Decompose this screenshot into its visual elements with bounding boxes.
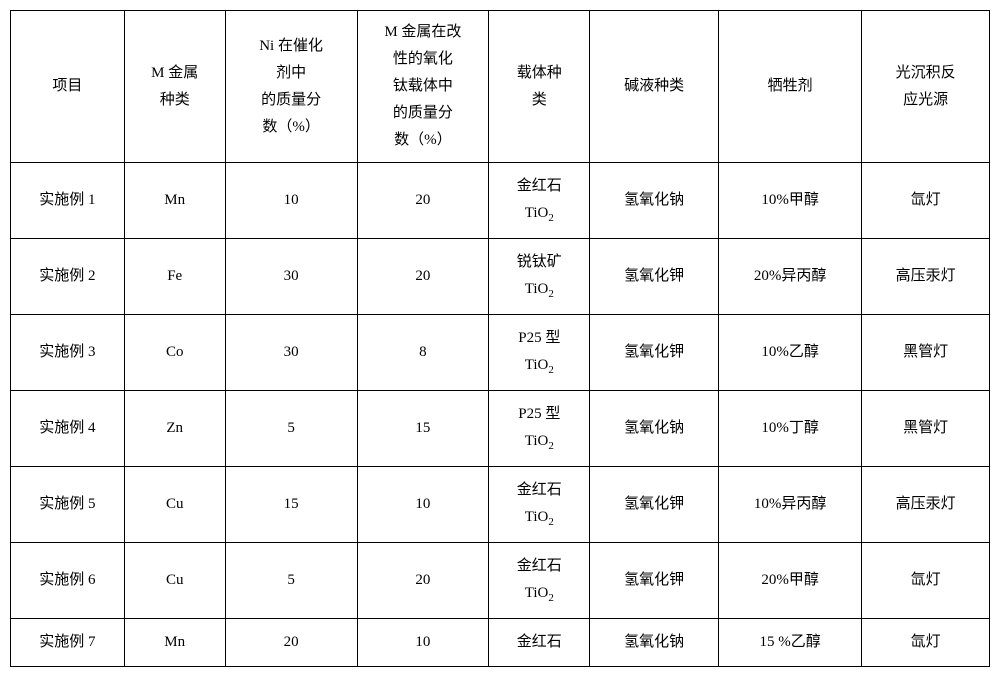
cell-m-pct: 8 [357, 315, 489, 391]
header-row: 项目 M 金属种类 Ni 在催化剂中的质量分数（%） M 金属在改性的氧化钛载体… [11, 11, 990, 163]
col-header-m-pct: M 金属在改性的氧化钛载体中的质量分数（%） [357, 11, 489, 163]
cell-light: 高压汞灯 [862, 467, 990, 543]
cell-ni-pct: 10 [225, 163, 357, 239]
cell-ni-pct: 30 [225, 239, 357, 315]
cell-sacrifice: 10%丁醇 [718, 391, 862, 467]
table-row: 实施例 2Fe3020锐钛矿TiO2氢氧化钾20%异丙醇高压汞灯 [11, 239, 990, 315]
cell-light: 氙灯 [862, 163, 990, 239]
table-header: 项目 M 金属种类 Ni 在催化剂中的质量分数（%） M 金属在改性的氧化钛载体… [11, 11, 990, 163]
cell-ni-pct: 5 [225, 543, 357, 619]
cell-light: 黑管灯 [862, 315, 990, 391]
cell-metal: Fe [124, 239, 225, 315]
col-header-carrier: 载体种类 [489, 11, 590, 163]
col-header-alkali: 碱液种类 [590, 11, 719, 163]
cell-label: 实施例 7 [11, 619, 125, 667]
cell-m-pct: 20 [357, 163, 489, 239]
cell-ni-pct: 15 [225, 467, 357, 543]
cell-m-pct: 20 [357, 543, 489, 619]
cell-metal: Mn [124, 163, 225, 239]
cell-ni-pct: 5 [225, 391, 357, 467]
cell-sacrifice: 20%甲醇 [718, 543, 862, 619]
cell-ni-pct: 30 [225, 315, 357, 391]
cell-m-pct: 15 [357, 391, 489, 467]
cell-light: 氙灯 [862, 619, 990, 667]
cell-label: 实施例 6 [11, 543, 125, 619]
cell-label: 实施例 1 [11, 163, 125, 239]
col-header-project: 项目 [11, 11, 125, 163]
cell-alkali: 氢氧化钠 [590, 391, 719, 467]
cell-alkali: 氢氧化钠 [590, 163, 719, 239]
cell-metal: Cu [124, 543, 225, 619]
cell-light: 黑管灯 [862, 391, 990, 467]
cell-label: 实施例 4 [11, 391, 125, 467]
cell-carrier: 金红石TiO2 [489, 543, 590, 619]
cell-light: 高压汞灯 [862, 239, 990, 315]
table-row: 实施例 7Mn2010金红石氢氧化钠15 %乙醇氙灯 [11, 619, 990, 667]
cell-carrier: 金红石TiO2 [489, 467, 590, 543]
cell-label: 实施例 2 [11, 239, 125, 315]
table-row: 实施例 4Zn515P25 型TiO2氢氧化钠10%丁醇黑管灯 [11, 391, 990, 467]
col-header-light: 光沉积反应光源 [862, 11, 990, 163]
cell-alkali: 氢氧化钠 [590, 619, 719, 667]
cell-light: 氙灯 [862, 543, 990, 619]
cell-label: 实施例 5 [11, 467, 125, 543]
cell-carrier: 金红石 [489, 619, 590, 667]
cell-m-pct: 20 [357, 239, 489, 315]
cell-sacrifice: 15 %乙醇 [718, 619, 862, 667]
table-row: 实施例 6Cu520金红石TiO2氢氧化钾20%甲醇氙灯 [11, 543, 990, 619]
cell-alkali: 氢氧化钾 [590, 543, 719, 619]
cell-sacrifice: 20%异丙醇 [718, 239, 862, 315]
col-header-sacrifice: 牺牲剂 [718, 11, 862, 163]
cell-alkali: 氢氧化钾 [590, 467, 719, 543]
data-table: 项目 M 金属种类 Ni 在催化剂中的质量分数（%） M 金属在改性的氧化钛载体… [10, 10, 990, 667]
cell-carrier: 金红石TiO2 [489, 163, 590, 239]
cell-metal: Cu [124, 467, 225, 543]
col-header-ni-pct: Ni 在催化剂中的质量分数（%） [225, 11, 357, 163]
table-row: 实施例 1Mn1020金红石TiO2氢氧化钠10%甲醇氙灯 [11, 163, 990, 239]
cell-carrier: P25 型TiO2 [489, 315, 590, 391]
table-body: 实施例 1Mn1020金红石TiO2氢氧化钠10%甲醇氙灯实施例 2Fe3020… [11, 163, 990, 667]
cell-alkali: 氢氧化钾 [590, 315, 719, 391]
cell-ni-pct: 20 [225, 619, 357, 667]
cell-metal: Co [124, 315, 225, 391]
col-header-metal: M 金属种类 [124, 11, 225, 163]
cell-alkali: 氢氧化钾 [590, 239, 719, 315]
cell-m-pct: 10 [357, 619, 489, 667]
cell-metal: Zn [124, 391, 225, 467]
cell-carrier: 锐钛矿TiO2 [489, 239, 590, 315]
cell-metal: Mn [124, 619, 225, 667]
table-row: 实施例 3Co308P25 型TiO2氢氧化钾10%乙醇黑管灯 [11, 315, 990, 391]
cell-carrier: P25 型TiO2 [489, 391, 590, 467]
cell-sacrifice: 10%异丙醇 [718, 467, 862, 543]
cell-sacrifice: 10%甲醇 [718, 163, 862, 239]
table-row: 实施例 5Cu1510金红石TiO2氢氧化钾10%异丙醇高压汞灯 [11, 467, 990, 543]
cell-label: 实施例 3 [11, 315, 125, 391]
cell-sacrifice: 10%乙醇 [718, 315, 862, 391]
cell-m-pct: 10 [357, 467, 489, 543]
